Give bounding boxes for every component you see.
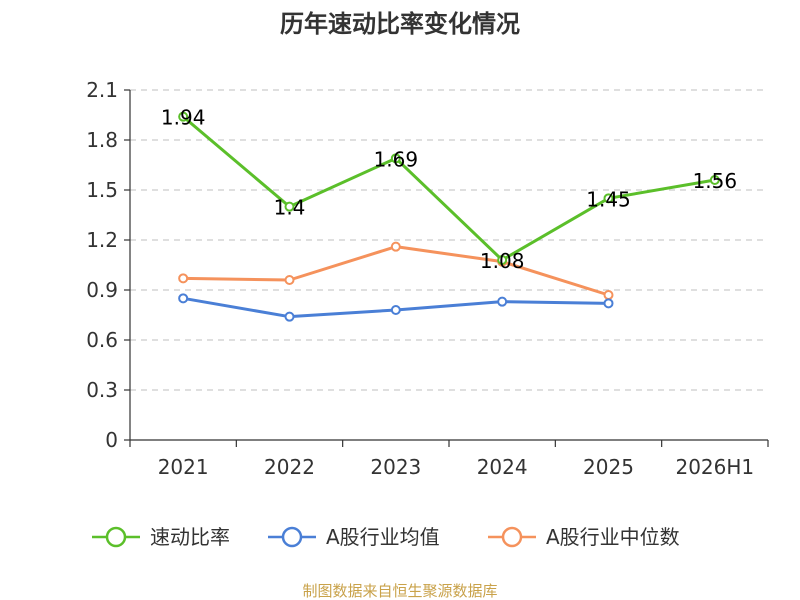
- legend-circle-marker: [501, 526, 523, 548]
- data-point[interactable]: [709, 175, 720, 185]
- data-point[interactable]: [390, 305, 401, 315]
- legend-label: 速动比率: [150, 525, 230, 549]
- chart-title: 历年速动比率变化情况: [280, 10, 520, 38]
- data-point[interactable]: [178, 273, 189, 284]
- data-point[interactable]: [178, 293, 189, 304]
- data-label: 1.45: [586, 187, 631, 211]
- y-tick-label: 1.5: [86, 178, 118, 202]
- legend[interactable]: 速动比率 A股行业均值 A股行业中位数: [92, 525, 680, 549]
- legend-item[interactable]: 速动比率: [92, 525, 230, 549]
- data-labels: 1.94 1.4 1.69 1.08 1.45 1.56: [161, 106, 737, 273]
- data-point[interactable]: [284, 201, 295, 212]
- y-tick-label: 2.1: [86, 78, 118, 102]
- series-line: [182, 115, 716, 262]
- data-point[interactable]: [603, 298, 614, 309]
- legend-circle-marker: [281, 526, 303, 548]
- grid: [130, 89, 768, 391]
- y-tick-label: 0.9: [86, 278, 118, 302]
- data-point[interactable]: [497, 255, 508, 265]
- data-label: 1.69: [374, 147, 419, 171]
- y-tick-label: 0.3: [86, 378, 118, 402]
- y-tick-label: 0: [105, 428, 118, 452]
- data-point[interactable]: [284, 275, 295, 285]
- data-point[interactable]: [497, 296, 508, 307]
- data-label: 1.4: [274, 196, 306, 220]
- y-tick-label: 0.6: [86, 328, 118, 352]
- data-point[interactable]: [390, 153, 401, 164]
- legend-item[interactable]: A股行业中位数: [488, 525, 680, 549]
- x-tick-label: 2024: [477, 455, 528, 479]
- legend-label: A股行业中位数: [546, 525, 680, 549]
- x-tick-label: 2022: [264, 455, 315, 479]
- legend-item[interactable]: A股行业均值: [268, 525, 440, 549]
- axes: 0 0.3 0.6 0.9 1.2 1.5 1.8 2.1 2021 2022 2023 2024 20…: [86, 78, 769, 479]
- x-tick-label: 2025: [583, 455, 634, 479]
- data-point[interactable]: [603, 290, 614, 300]
- x-tick-label: 2023: [370, 455, 421, 479]
- data-label: 1.08: [480, 249, 525, 273]
- data-point[interactable]: [284, 311, 295, 322]
- y-tick-label: 1.8: [86, 128, 118, 152]
- data-label: 1.56: [693, 169, 738, 193]
- legend-circle-marker: [105, 526, 127, 548]
- legend-label: A股行业均值: [326, 525, 440, 549]
- y-tick-label: 1.2: [86, 228, 118, 252]
- data-label: 1.94: [161, 106, 206, 130]
- x-tick-label: 2026H1: [675, 455, 754, 479]
- series-layer: [178, 111, 720, 322]
- source-note: 制图数据来自恒生聚源数据库: [302, 582, 497, 600]
- data-point[interactable]: [390, 241, 401, 252]
- data-point[interactable]: [178, 111, 189, 122]
- data-point[interactable]: [603, 193, 614, 204]
- x-tick-label: 2021: [158, 455, 209, 479]
- series-line: [183, 245, 609, 297]
